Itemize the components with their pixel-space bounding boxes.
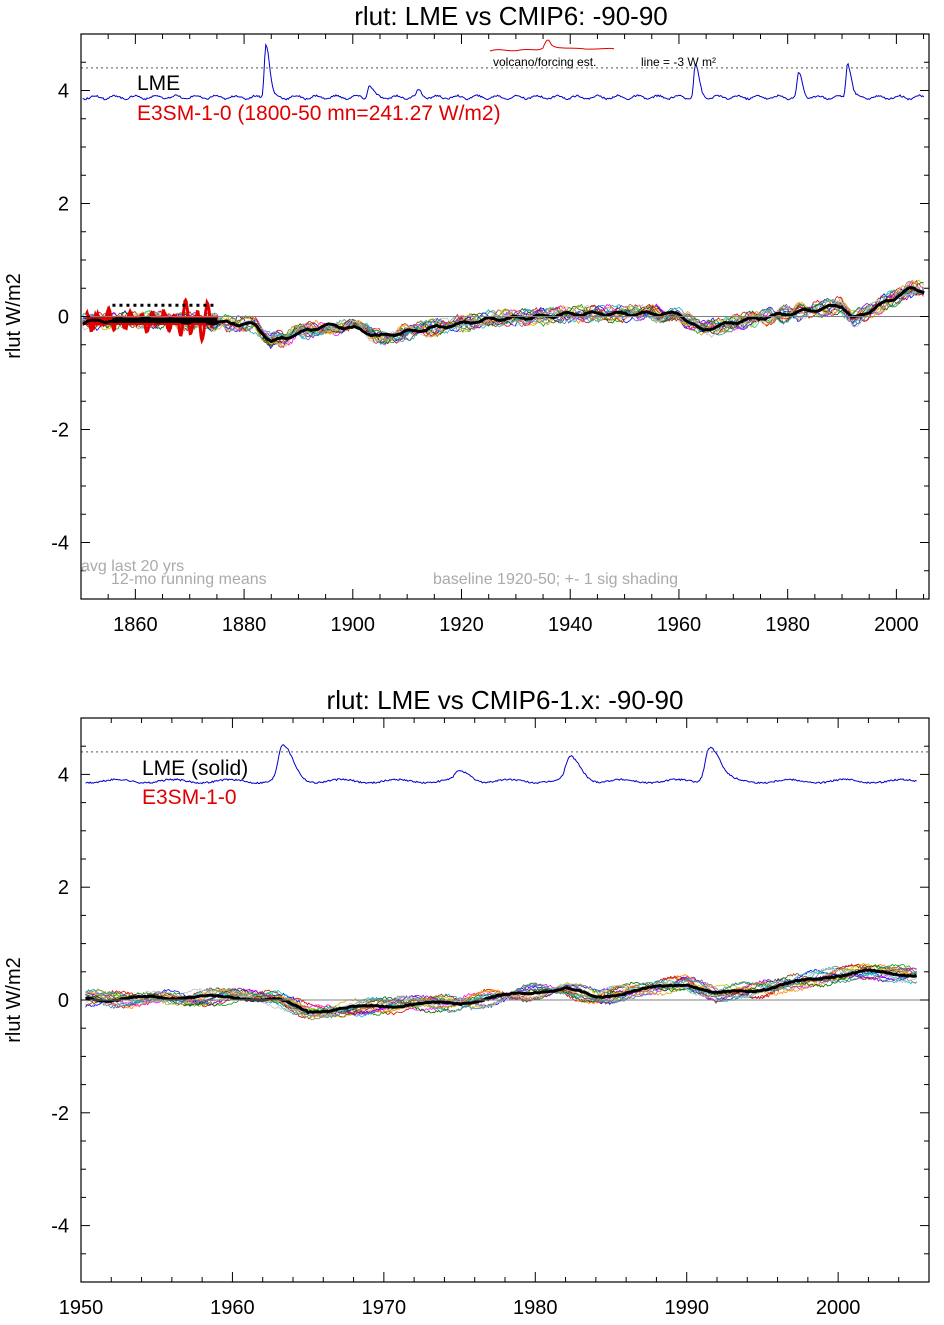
legend-entry-lme: LME (solid) <box>142 757 248 780</box>
x-tick-label: 1900 <box>331 614 376 636</box>
x-tick-label: 1990 <box>664 1297 709 1319</box>
x-tick-label: 1860 <box>113 614 158 636</box>
tick-labels: -4 -2 0 2 4 1860 1880 1900 1920 1940 1960 1980 2000 <box>51 81 918 637</box>
mean-line <box>82 286 925 344</box>
chart-title: rlut: LME vs CMIP6-1.x: -90-90 <box>327 685 684 715</box>
y-tick-label: 2 <box>58 877 69 899</box>
lme-forcing-line <box>82 42 925 101</box>
x-tick-label: 1970 <box>362 1297 407 1319</box>
y-tick-label: 4 <box>58 81 69 103</box>
annotation-baseline: baseline 1920-50; +- 1 sig shading <box>433 571 678 588</box>
y-tick-label: -2 <box>51 420 69 442</box>
ensemble-member-line <box>85 966 917 1018</box>
x-tick-label: 1960 <box>657 614 702 636</box>
x-tick-label: 1940 <box>548 614 593 636</box>
x-tick-label: 1920 <box>439 614 484 636</box>
x-tick-label: 1950 <box>59 1297 104 1319</box>
legend: LME (solid) E3SM-1-0 <box>142 757 248 809</box>
x-tick-label: 1980 <box>765 614 810 636</box>
legend: LME E3SM-1-0 (1800-50 mn=241.27 W/m2) <box>137 72 501 125</box>
legend-entry-e3sm: E3SM-1-0 (1800-50 mn=241.27 W/m2) <box>137 102 501 125</box>
ensemble-mean-line <box>85 968 918 1015</box>
ensemble-member-line <box>82 284 924 347</box>
forcing-inset-line <box>489 39 615 52</box>
chart-panel-bottom: rlut: LME vs CMIP6-1.x: -90-90 rlut W/m2… <box>3 685 930 1319</box>
y-tick-label: -4 <box>51 1216 69 1238</box>
y-tick-label: 0 <box>58 990 69 1012</box>
y-tick-label: 4 <box>58 764 69 786</box>
y-tick-label: -4 <box>51 533 69 555</box>
mean-line <box>85 968 918 1015</box>
tick-labels: -4 -2 0 2 4 1950 1960 1970 1980 1990 2000 <box>51 764 860 1319</box>
ensemble-member-line <box>85 966 917 1019</box>
reference-line-label: line = -3 W m² <box>641 55 716 69</box>
forcing-inset: volcano/forcing est. line = -3 W m² <box>489 39 716 69</box>
ensemble-mean-line <box>82 286 925 344</box>
legend-entry-e3sm: E3SM-1-0 <box>142 786 237 809</box>
annotation-avg: avg last 20 yrs <box>81 558 184 575</box>
ensemble-members <box>85 963 917 1021</box>
legend-entry-lme: LME <box>137 72 180 95</box>
chart-title: rlut: LME vs CMIP6: -90-90 <box>354 1 668 31</box>
chart-panel-top: rlut: LME vs CMIP6: -90-90 rlut W/m2 -4-… <box>3 1 930 637</box>
lme-forcing-line <box>85 744 917 785</box>
axes <box>80 717 930 1283</box>
x-tick-label: 1960 <box>210 1297 255 1319</box>
ensemble-member-line <box>85 970 917 1017</box>
x-tick-label: 2000 <box>874 614 919 636</box>
y-axis-label: rlut W/m2 <box>3 957 25 1043</box>
y-tick-label: -2 <box>51 1103 69 1125</box>
forcing-line <box>85 744 917 785</box>
x-tick-label: 2000 <box>816 1297 861 1319</box>
forcing-line <box>82 42 925 101</box>
axes <box>80 33 930 600</box>
y-tick-label: 0 <box>58 307 69 329</box>
y-tick-label: 2 <box>58 194 69 216</box>
ensemble-member-line <box>85 967 917 1018</box>
inset-label: volcano/forcing est. <box>493 55 596 69</box>
x-tick-label: 1980 <box>513 1297 558 1319</box>
x-tick-label: 1880 <box>222 614 267 636</box>
y-axis-label: rlut W/m2 <box>3 273 25 359</box>
annotation-running-means: 12-mo running means <box>111 571 267 588</box>
